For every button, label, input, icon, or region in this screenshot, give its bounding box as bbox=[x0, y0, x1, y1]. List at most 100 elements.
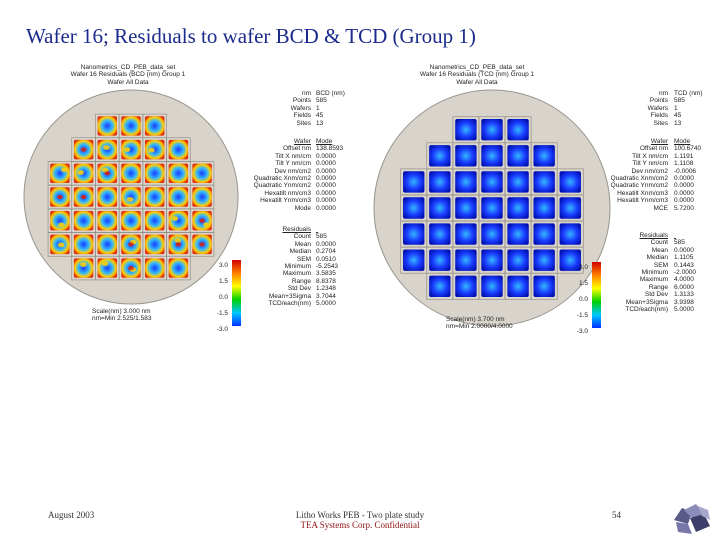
residual-label: SEM bbox=[296, 255, 311, 263]
exposure-field bbox=[168, 139, 189, 160]
stat-label: nm bbox=[301, 90, 311, 97]
exposure-field bbox=[144, 234, 165, 255]
model-value: 0.0000 bbox=[316, 197, 336, 205]
exposure-field bbox=[403, 249, 425, 271]
model-value: 1.1191 bbox=[674, 152, 694, 160]
right-header-line: Wafer 16 Residuals (TCD (nm) Group 1 bbox=[419, 71, 535, 79]
right-summary-values: TCD (nm) 585 1 45 13 bbox=[674, 90, 718, 127]
model-value: 5.7200 bbox=[674, 204, 694, 212]
scale-tick-label: 3.0 bbox=[218, 262, 228, 269]
exposure-field bbox=[481, 223, 503, 245]
exposure-field bbox=[507, 223, 529, 245]
exposure-field bbox=[50, 210, 70, 231]
model-label: Dev nm/cm2 bbox=[274, 167, 311, 175]
residual-value: 5.0000 bbox=[316, 300, 336, 308]
residual-value: -5.2543 bbox=[316, 263, 339, 271]
model-label: Quadratic Xnm/cm2 bbox=[610, 175, 668, 183]
crystal-cluster-logo-icon bbox=[670, 502, 714, 541]
exposure-field bbox=[533, 275, 555, 297]
residual-label: Mean bbox=[651, 246, 668, 254]
exposure-field bbox=[559, 249, 581, 271]
model-value: -0.0006 bbox=[674, 167, 697, 175]
right-scale-labels: 3.0 1.5 0.0 -1.5 -3.0 bbox=[566, 260, 588, 340]
left-wafer-map bbox=[22, 88, 240, 306]
left-caption-line: nm=Min 2.525/1.583 bbox=[92, 315, 152, 323]
exposure-field bbox=[121, 116, 141, 136]
exposure-field bbox=[507, 119, 529, 141]
exposure-field bbox=[73, 210, 94, 231]
exposure-field bbox=[533, 145, 555, 167]
scale-tick-label: 1.5 bbox=[218, 278, 228, 285]
stat-value: 45 bbox=[674, 112, 682, 120]
model-label: Quadratic Xnm/cm2 bbox=[253, 175, 311, 183]
model-value: 0.0000 bbox=[674, 182, 694, 190]
exposure-field bbox=[403, 171, 425, 193]
exposure-field bbox=[455, 145, 477, 167]
right-residual-labels: Residuals Count Mean Median SEM Minimum Maximu… bbox=[610, 232, 668, 313]
residual-value: 3.7044 bbox=[316, 292, 336, 300]
left-color-scale bbox=[232, 260, 241, 326]
left-residual-values: 585 0.0000 0.2704 0.0510 -5.2543 3.5835 8.8378… bbox=[316, 226, 358, 307]
exposure-field bbox=[168, 187, 189, 207]
stat-label: Wafers bbox=[647, 104, 668, 112]
model-value: Mode bbox=[674, 138, 691, 145]
scale-tick-label: 1.5 bbox=[578, 280, 588, 287]
residual-label: Residuals bbox=[639, 232, 668, 239]
model-label: Offset nm bbox=[282, 145, 311, 153]
model-value: 100.6740 bbox=[674, 145, 702, 153]
exposure-field bbox=[97, 258, 118, 278]
right-model-values: Mode 100.6740 1.1191 1.1108 -0.0006 0.0000 0.0… bbox=[674, 138, 718, 212]
left-header-line: Wafer 16 Residuals (BCD (nm) Group 1 bbox=[70, 71, 186, 79]
left-summary-values: BCD (nm) 585 1 45 13 bbox=[316, 90, 358, 127]
exposure-field bbox=[73, 258, 94, 278]
model-value: 0.0000 bbox=[674, 189, 694, 197]
exposure-field bbox=[559, 171, 581, 193]
stat-value: 45 bbox=[316, 112, 324, 120]
residual-value: 1.1105 bbox=[674, 254, 694, 262]
exposure-field bbox=[455, 119, 477, 141]
right-header-line: Nanometrics_CD_PEB_data_set bbox=[429, 64, 525, 71]
model-label: Tilt X nm/cm bbox=[632, 152, 668, 160]
model-value: 1.1108 bbox=[674, 160, 694, 168]
residual-value: 8.8378 bbox=[316, 277, 336, 285]
stat-label: Sites bbox=[653, 119, 668, 127]
model-label: Hexatilt Xnm/cm3 bbox=[617, 189, 668, 197]
right-header: Nanometrics_CD_PEB_data_set Wafer 16 Res… bbox=[402, 64, 552, 86]
residual-label: Mean+3Sigma bbox=[625, 298, 668, 306]
residual-value: 3.5835 bbox=[316, 270, 336, 278]
exposure-field bbox=[403, 223, 425, 245]
model-value: 138.8593 bbox=[316, 145, 344, 153]
left-caption: Scale(nm) 3.000 nm nm=Min 2.525/1.583 bbox=[92, 308, 151, 323]
residual-label: Median bbox=[289, 248, 311, 256]
right-caption-line: nm=Min 2.0000/4.0000 bbox=[446, 323, 513, 331]
residual-label: Range bbox=[291, 277, 311, 285]
residual-label: Residuals bbox=[282, 226, 311, 233]
right-wafer-map bbox=[372, 88, 612, 328]
stat-value: 1 bbox=[316, 104, 320, 112]
exposure-field bbox=[507, 249, 529, 271]
model-value: 0.0000 bbox=[316, 160, 336, 168]
scale-tick-label: 0.0 bbox=[578, 296, 588, 303]
stat-label: Wafers bbox=[290, 104, 311, 112]
exposure-field bbox=[429, 145, 451, 167]
page-number: 54 bbox=[612, 510, 621, 520]
left-summary-labels: nm Points Wafers Fields Sites bbox=[255, 90, 311, 127]
residual-value: 0.0000 bbox=[674, 246, 694, 254]
exposure-field bbox=[144, 210, 165, 231]
scale-tick-label: -1.5 bbox=[216, 310, 228, 317]
residual-label: SEM bbox=[653, 261, 668, 269]
stat-label: Points bbox=[292, 97, 311, 105]
right-header-line: Wafer All Data bbox=[456, 78, 498, 86]
residual-label: Count bbox=[293, 233, 311, 241]
model-value: 0.0000 bbox=[674, 197, 694, 205]
exposure-field bbox=[455, 197, 477, 219]
exposure-field bbox=[455, 223, 477, 245]
exposure-field bbox=[533, 249, 555, 271]
residual-value: 585 bbox=[316, 233, 327, 241]
exposure-field bbox=[507, 171, 529, 193]
stat-label: Sites bbox=[296, 119, 311, 127]
exposure-field bbox=[73, 234, 94, 255]
exposure-field bbox=[50, 163, 70, 184]
residual-value: 1.2348 bbox=[316, 285, 336, 293]
residual-label: Minimum bbox=[284, 263, 311, 271]
